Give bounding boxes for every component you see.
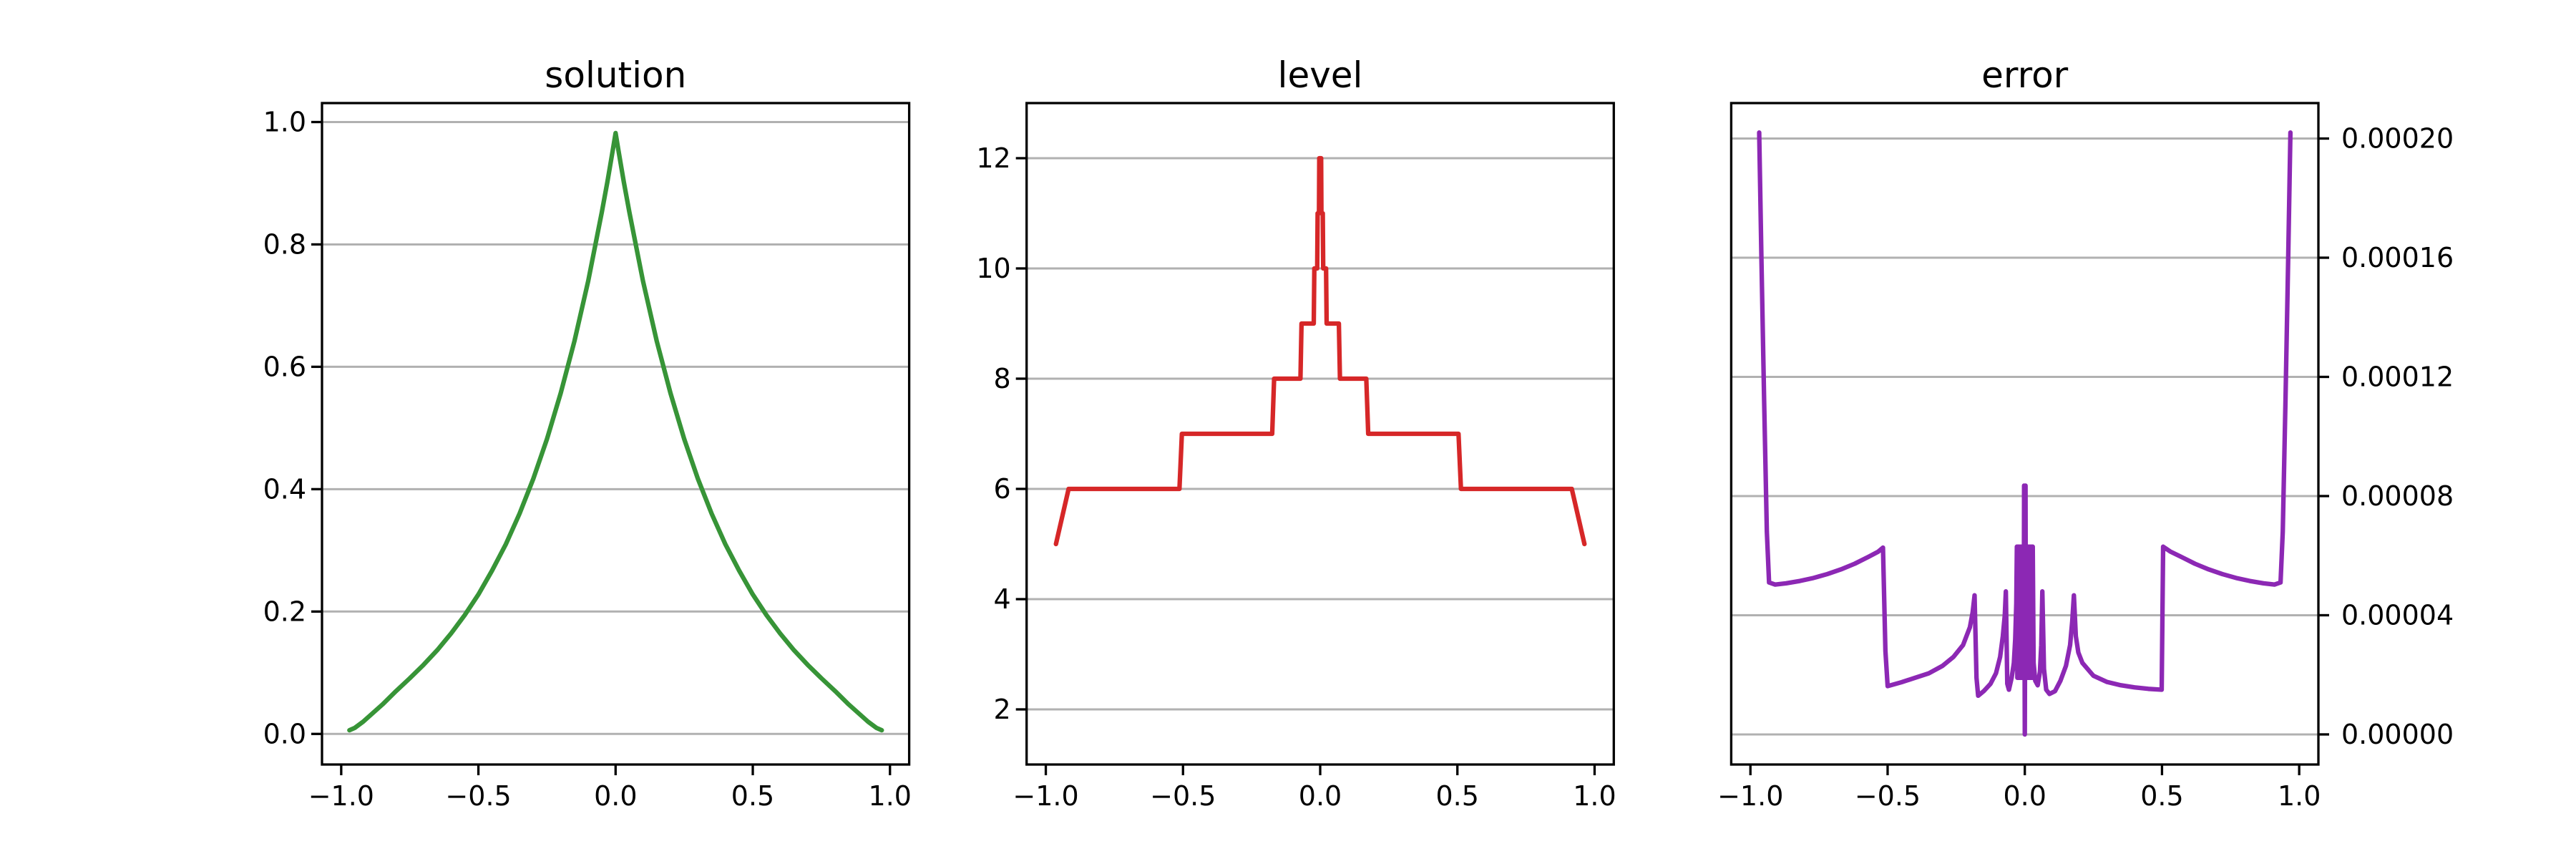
y-tick-label: 0.6	[263, 351, 306, 382]
x-tick-label: −1.0	[1717, 780, 1783, 812]
y-tick-label: 1.0	[263, 106, 306, 137]
x-tick-label: 0.5	[1436, 780, 1479, 812]
x-tick-label: 1.0	[1573, 780, 1616, 812]
y-tick-label: 0.00016	[2341, 242, 2454, 273]
y-tick-label: 4	[994, 583, 1011, 615]
y-tick-label: 0.0	[263, 718, 306, 749]
y-tick-label: 0.00008	[2341, 480, 2454, 512]
y-tick-label: 0.2	[263, 596, 306, 627]
y-tick-label: 6	[994, 473, 1011, 505]
plot-title-solution: solution	[545, 54, 686, 96]
x-tick-label: −0.5	[1855, 780, 1921, 812]
x-tick-label: 0.5	[2140, 780, 2183, 812]
axes-level: −1.0 −0.5 0.0 0.5 1.0 2 4 6 8 10 12	[976, 102, 1616, 812]
x-tick-label: 1.0	[869, 780, 912, 812]
y-tick-label: 10	[976, 253, 1010, 284]
x-tick-label: −0.5	[1150, 780, 1216, 812]
x-tick-label: −0.5	[445, 780, 511, 812]
x-tick-label: −1.0	[308, 780, 374, 812]
level-staircase	[1053, 155, 1587, 547]
x-tick-label: 0.5	[731, 780, 774, 812]
y-tick-label: 0.00012	[2341, 361, 2454, 393]
x-tick-label: −1.0	[1013, 780, 1078, 812]
plot-title-error: error	[1981, 54, 2068, 96]
error-curve	[1757, 130, 2293, 737]
y-tick-label: 0.00020	[2341, 123, 2454, 155]
solution-curve	[347, 130, 884, 733]
y-tick-label: 0.4	[263, 473, 306, 505]
y-tick-label: 0.00000	[2341, 719, 2454, 750]
y-tick-label: 2	[994, 694, 1011, 725]
axes-error: −1.0 −0.5 0.0 0.5 1.0 0.00000 0.00004 0.00008 0.…	[1717, 102, 2454, 812]
y-tick-label: 8	[994, 363, 1011, 394]
y-tick-label: 12	[976, 142, 1010, 174]
x-tick-label: 0.0	[594, 780, 637, 812]
plot-title-level: level	[1278, 54, 1363, 96]
y-tick-label: 0.00004	[2341, 599, 2454, 631]
axes-spines	[321, 102, 911, 766]
x-tick-label: 0.0	[2003, 780, 2046, 812]
axes-solution: −1.0 −0.5 0.0 0.5 1.0 0.0 0.2 0.4 0.6 0.8 1.0	[263, 102, 912, 812]
x-tick-label: 0.0	[1299, 780, 1342, 812]
y-tick-label: 0.8	[263, 228, 306, 260]
x-tick-label: 1.0	[2278, 780, 2321, 812]
